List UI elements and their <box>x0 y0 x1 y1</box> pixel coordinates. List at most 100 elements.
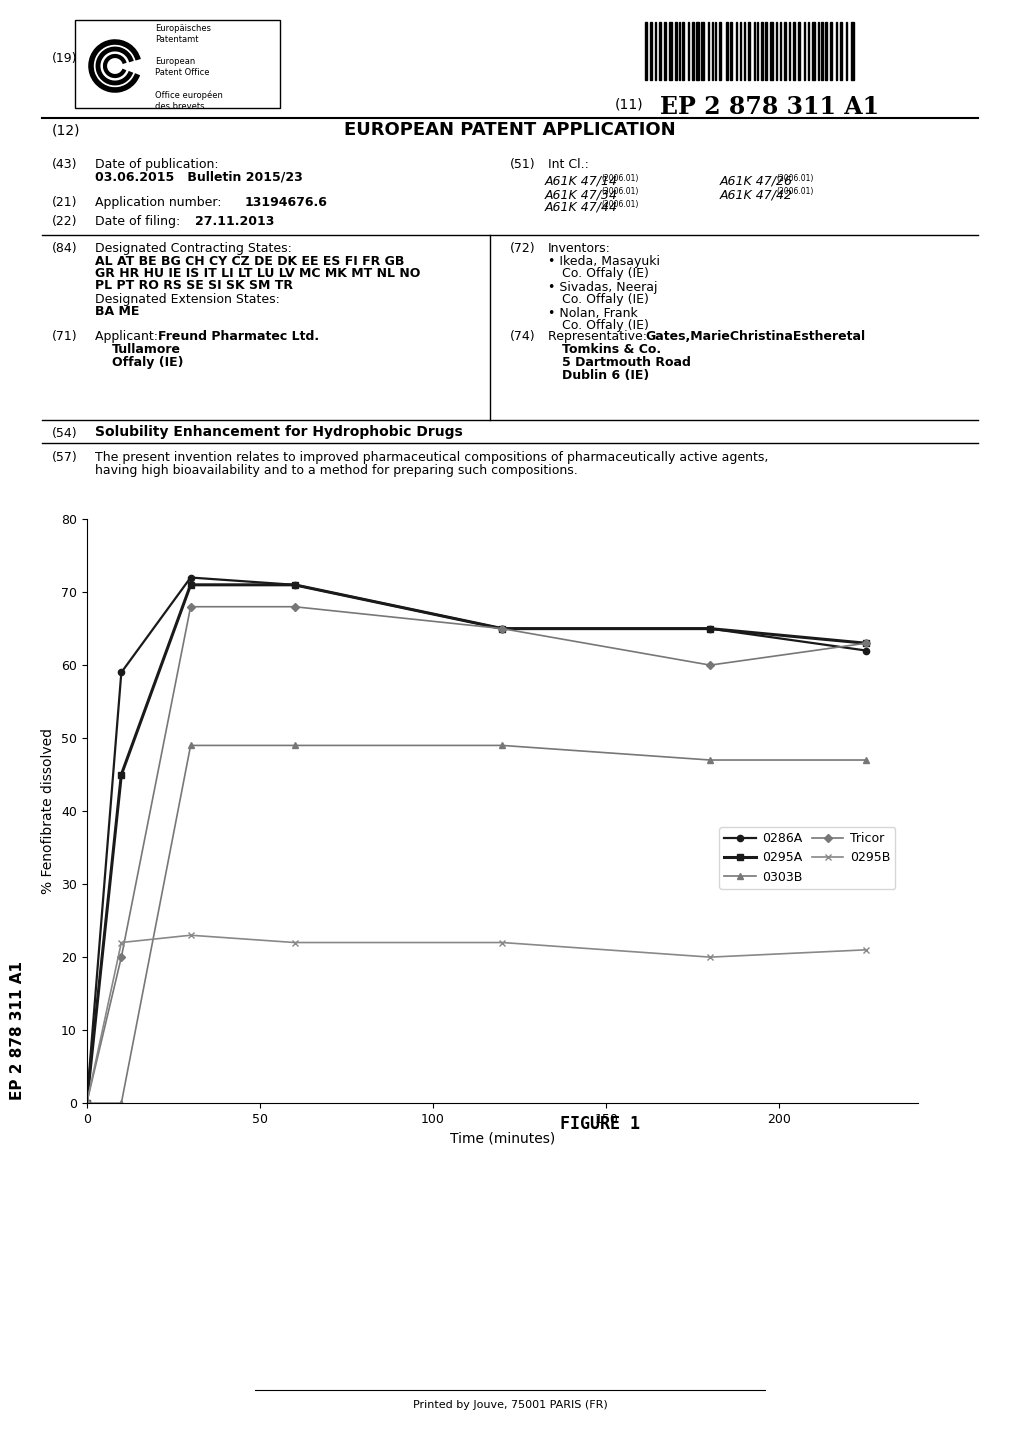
Text: (2006.01): (2006.01) <box>600 187 638 196</box>
0303B <box>703 751 715 769</box>
Tricor <box>115 949 127 966</box>
Text: (12): (12) <box>52 123 81 137</box>
Bar <box>691 22 693 79</box>
Text: Solubility Enhancement for Hydrophobic Drugs: Solubility Enhancement for Hydrophobic D… <box>95 425 463 438</box>
Text: having high bioavailability and to a method for preparing such compositions.: having high bioavailability and to a met… <box>95 464 577 477</box>
0295B <box>288 934 301 952</box>
Text: Co. Offaly (IE): Co. Offaly (IE) <box>561 319 648 332</box>
Text: A61K 47/14: A61K 47/14 <box>544 174 618 187</box>
Text: EP 2 878 311 A1: EP 2 878 311 A1 <box>10 960 25 1099</box>
Bar <box>824 22 825 79</box>
Text: (72): (72) <box>510 242 535 255</box>
0295A <box>115 766 127 783</box>
Text: (2006.01): (2006.01) <box>600 174 638 183</box>
Text: 27.11.2013: 27.11.2013 <box>195 215 274 228</box>
Text: GR HR HU IE IS IT LI LT LU LV MC MK MT NL NO: GR HR HU IE IS IT LI LT LU LV MC MK MT N… <box>95 267 420 280</box>
Text: (84): (84) <box>52 242 77 255</box>
Line: 0286A: 0286A <box>84 574 868 1106</box>
0295A <box>703 620 715 637</box>
Text: (19): (19) <box>52 52 77 65</box>
Bar <box>729 22 732 79</box>
Tricor <box>81 1094 93 1112</box>
Bar <box>803 22 805 79</box>
Legend: 0286A, 0295A, 0303B, Tricor, 0295B: 0286A, 0295A, 0303B, Tricor, 0295B <box>718 828 895 888</box>
Text: (22): (22) <box>52 215 77 228</box>
0295A <box>859 634 871 652</box>
0286A <box>288 577 301 594</box>
Text: Co. Offaly (IE): Co. Offaly (IE) <box>561 293 648 306</box>
Text: 13194676.6: 13194676.6 <box>245 196 327 209</box>
Text: (51): (51) <box>510 159 535 172</box>
0303B <box>184 737 197 754</box>
0295A <box>81 1094 93 1112</box>
Text: EUROPEAN PATENT APPLICATION: EUROPEAN PATENT APPLICATION <box>343 121 676 138</box>
0295B <box>495 934 507 952</box>
Line: Tricor: Tricor <box>84 604 868 1106</box>
X-axis label: Time (minutes): Time (minutes) <box>449 1132 554 1145</box>
Text: 5 Dartmouth Road: 5 Dartmouth Road <box>561 356 690 369</box>
Bar <box>784 22 786 79</box>
Text: • Nolan, Frank: • Nolan, Frank <box>547 307 637 320</box>
Text: Tullamore: Tullamore <box>112 343 180 356</box>
0303B <box>288 737 301 754</box>
Text: Designated Extension States:: Designated Extension States: <box>95 293 279 306</box>
Bar <box>701 22 703 79</box>
0295A <box>495 620 507 637</box>
Text: Applicant:: Applicant: <box>95 330 162 343</box>
Text: (74): (74) <box>510 330 535 343</box>
Text: (2006.01): (2006.01) <box>775 174 812 183</box>
Bar <box>851 22 853 79</box>
Bar <box>769 22 772 79</box>
Bar <box>649 22 651 79</box>
Tricor <box>703 656 715 673</box>
Text: Application number:: Application number: <box>95 196 225 209</box>
0286A <box>495 620 507 637</box>
0286A <box>859 642 871 659</box>
0295B <box>115 934 127 952</box>
Text: (2006.01): (2006.01) <box>775 187 812 196</box>
Text: (54): (54) <box>52 427 77 440</box>
Text: A61K 47/42: A61K 47/42 <box>719 187 792 200</box>
Text: BA ME: BA ME <box>95 306 140 319</box>
Text: Inventors:: Inventors: <box>547 242 610 255</box>
Bar <box>718 22 720 79</box>
Text: Europäisches
Patentamt

European
Patent Office

Office européen
des brevets: Europäisches Patentamt European Patent O… <box>155 25 223 111</box>
Text: • Ikeda, Masayuki: • Ikeda, Masayuki <box>547 255 659 268</box>
0303B <box>495 737 507 754</box>
Y-axis label: % Fenofibrate dissolved: % Fenofibrate dissolved <box>42 728 55 894</box>
0286A <box>81 1094 93 1112</box>
Bar <box>658 22 660 79</box>
0303B <box>115 1094 127 1112</box>
Text: Printed by Jouve, 75001 PARIS (FR): Printed by Jouve, 75001 PARIS (FR) <box>413 1400 606 1410</box>
Tricor <box>859 634 871 652</box>
Tricor <box>495 620 507 637</box>
Tricor <box>184 598 197 616</box>
Bar <box>748 22 749 79</box>
0295A <box>184 577 197 594</box>
0295B <box>184 927 197 945</box>
Text: Dublin 6 (IE): Dublin 6 (IE) <box>561 369 649 382</box>
Text: Date of publication:: Date of publication: <box>95 159 218 172</box>
0303B <box>859 751 871 769</box>
Text: Representative:: Representative: <box>547 330 650 343</box>
Bar <box>798 22 800 79</box>
Text: Gates,MarieChristinaEstheretal: Gates,MarieChristinaEstheretal <box>644 330 864 343</box>
Text: • Sivadas, Neeraj: • Sivadas, Neeraj <box>547 281 657 294</box>
Tricor <box>288 598 301 616</box>
Bar <box>764 22 766 79</box>
Bar <box>793 22 795 79</box>
Bar <box>707 22 708 79</box>
Bar <box>725 22 727 79</box>
Text: FIGURE 1: FIGURE 1 <box>559 1115 639 1133</box>
Bar <box>644 22 646 79</box>
Text: The present invention relates to improved pharmaceutical compositions of pharmac: The present invention relates to improve… <box>95 451 767 464</box>
Text: 03.06.2015   Bulletin 2015/23: 03.06.2015 Bulletin 2015/23 <box>95 172 303 185</box>
Text: (11): (11) <box>614 97 643 111</box>
0295B <box>703 949 715 966</box>
Bar <box>817 22 818 79</box>
Text: Int Cl.:: Int Cl.: <box>547 159 588 172</box>
Text: (71): (71) <box>52 330 77 343</box>
Bar <box>668 22 672 79</box>
Text: Date of filing:: Date of filing: <box>95 215 184 228</box>
Line: 0303B: 0303B <box>84 743 868 1106</box>
